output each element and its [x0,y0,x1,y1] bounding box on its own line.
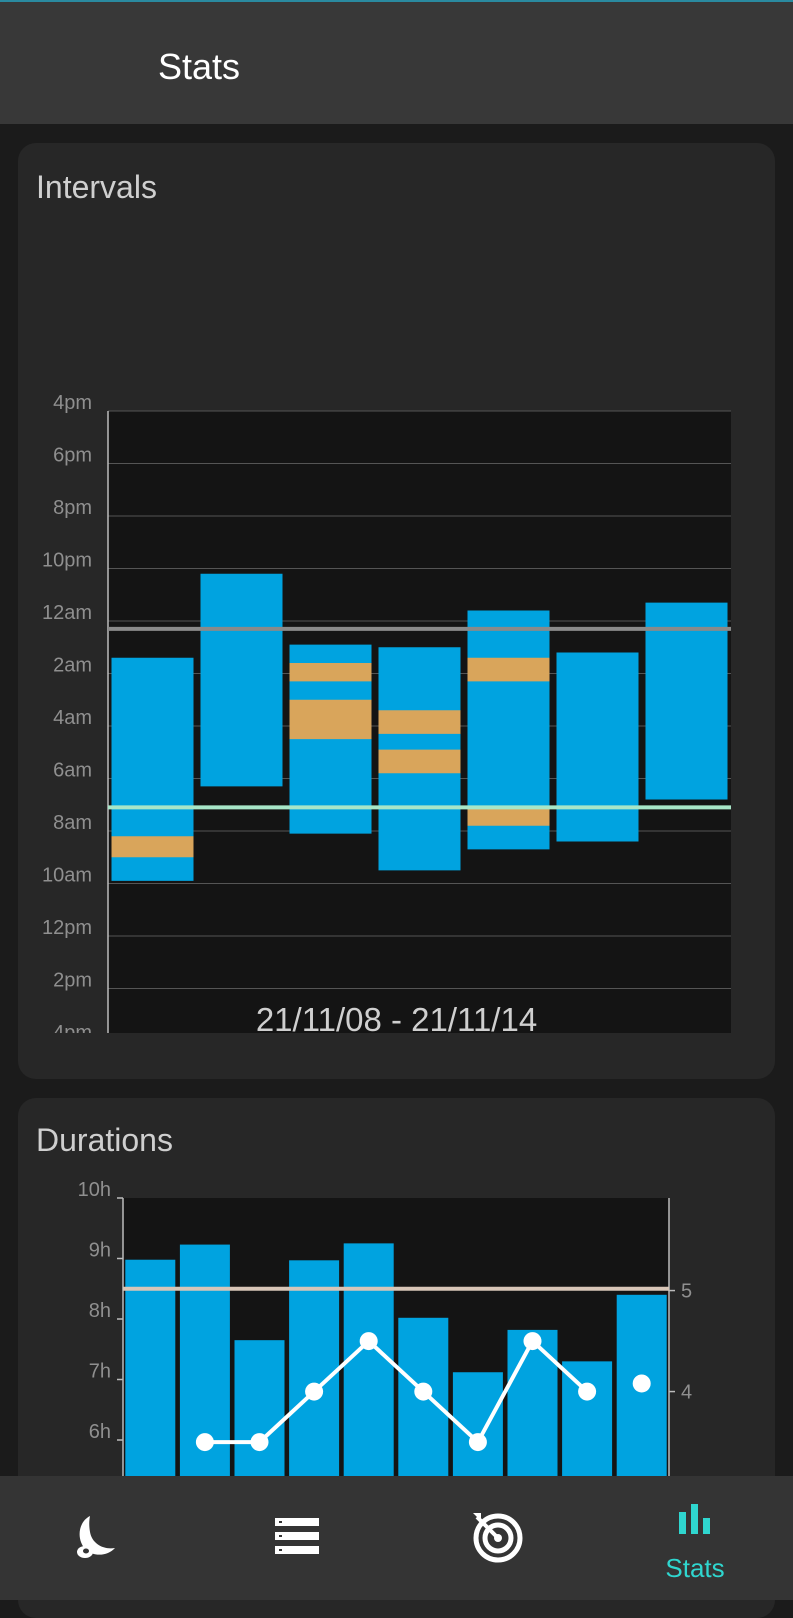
nav-list[interactable] [227,1476,367,1600]
awake-segment [111,836,194,858]
durations-line-point [359,1332,378,1351]
intervals-y-tick: 12am [42,602,92,624]
moon-icon [77,1516,115,1558]
nav-goals[interactable] [427,1476,567,1600]
durations-y-tick: 7h [89,1361,111,1383]
durations-y-tick: 9h [89,1240,111,1262]
intervals-y-tick: 12pm [42,917,92,939]
top-app-bar: Stats [0,0,793,124]
intervals-card: Intervals 4pm 6pm 8pm 10pm 12am 2am 4am 6am 8am 1… [18,143,775,1079]
nav-stats-label: Stats [665,1553,725,1583]
intervals-y-tick: 2am [53,655,92,677]
intervals-title: Intervals [36,169,157,205]
page-title: Stats [158,46,241,87]
nav-stats[interactable]: Stats [625,1476,765,1600]
sleep-bar [200,573,283,787]
bottom-navigation: Stats [0,1476,793,1600]
durations-title: Durations [36,1122,173,1158]
date-range[interactable]: 21/11/08 - 21/11/14 [255,1001,538,1038]
durations-line-point [632,1374,651,1393]
durations-line-point [468,1433,487,1452]
nav-sleep[interactable] [25,1476,165,1600]
intervals-y-tick: 10am [42,865,92,887]
durations-y-tick: 8h [89,1300,111,1322]
target-icon [473,1513,523,1563]
durations-line-point [578,1382,597,1401]
durations-line-point [305,1382,324,1401]
awake-segment [467,657,550,682]
intervals-y-tick: 8pm [53,497,92,519]
durations-line-point [414,1382,433,1401]
awake-segment [378,710,461,734]
durations-line-point [523,1332,542,1351]
awake-segment [378,749,461,774]
awake-segment [467,807,550,826]
durations-line-point [195,1433,214,1452]
intervals-y-tick: 10pm [42,550,92,572]
durations-line-point [250,1433,269,1452]
durations-line-series [204,1337,589,1446]
intervals-y-tick: 6pm [53,445,92,467]
intervals-y-tick: 2pm [53,970,92,992]
stats-icon [679,1504,710,1534]
awake-segment [289,663,372,682]
list-icon [275,1518,319,1554]
intervals-y-tick: 6am [53,760,92,782]
intervals-chart: 4pm 6pm 8pm 10pm 12am 2am 4am 6am 8am 10am 12pm 2pm… [42,392,731,1033]
intervals-y-tick: 4pm [53,392,92,414]
durations-right-tick: 4 [681,1382,692,1404]
sleep-bar [645,602,728,800]
intervals-y-tick: 4am [53,707,92,729]
durations-y-tick: 10h [78,1179,111,1201]
intervals-y-tick: 8am [53,812,92,834]
sleep-bar [556,652,639,842]
durations-y-tick: 6h [89,1421,111,1443]
durations-right-tick: 5 [681,1281,692,1303]
intervals-y-tick: 4pm [53,1022,92,1033]
awake-segment [289,699,372,740]
